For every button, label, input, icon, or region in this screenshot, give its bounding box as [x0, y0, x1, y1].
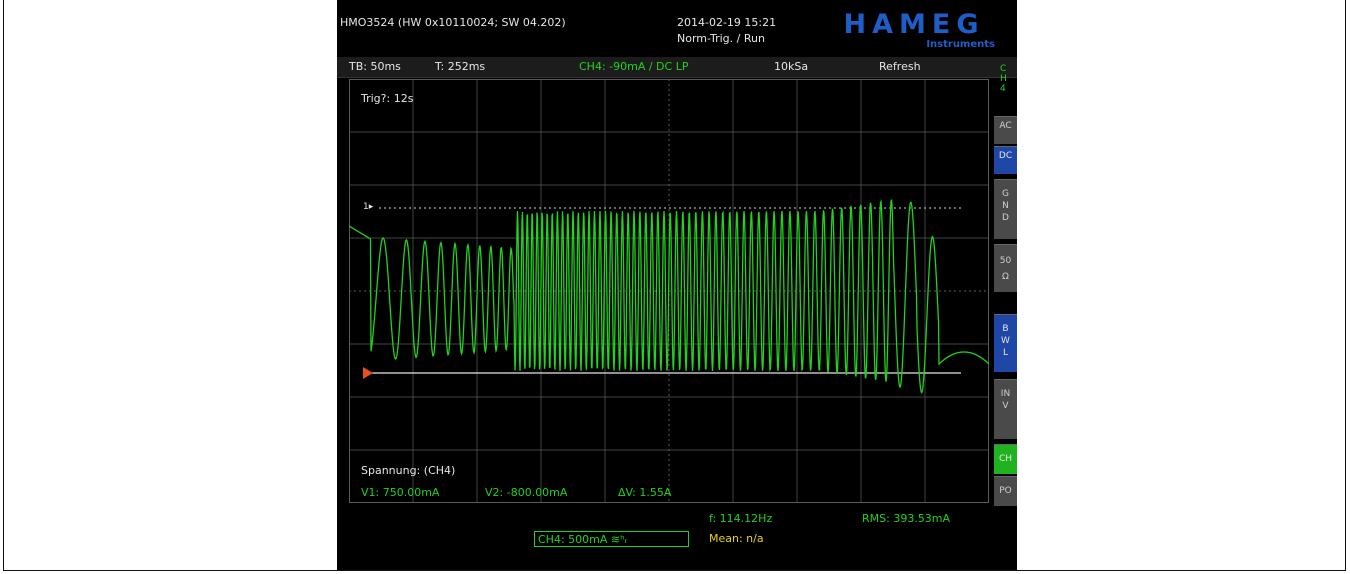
- brand-sub: Instruments: [926, 39, 995, 50]
- side-channel-label: CH4: [1000, 64, 1007, 94]
- status-bar: TB: 50ms T: 252ms CH4: -90mA / DC LP 10k…: [337, 57, 1017, 78]
- reference-marker: 1▸: [363, 202, 374, 212]
- measurement-title: Spannung: (CH4): [361, 464, 456, 477]
- channel-side-menu: CH4 AC DC GND 50Ω BWL INV CH PO: [994, 64, 1017, 524]
- position-button[interactable]: PO: [994, 476, 1017, 506]
- oscilloscope-screen: HMO3524 (HW 0x10110024; SW 04.202) 2014-…: [337, 0, 1017, 570]
- cursor-delta: ΔV: 1.55A: [618, 486, 672, 499]
- termination-50-ohm-button[interactable]: 50Ω: [994, 244, 1017, 292]
- sample-rate[interactable]: 10kSa: [774, 60, 809, 73]
- coupling-gnd-button[interactable]: GND: [994, 179, 1017, 239]
- hameg-logo: HAMEG Instruments: [819, 10, 1009, 52]
- channel-scale: CH4: 500mA ≋ʰᵣ: [538, 533, 628, 546]
- acquisition-mode[interactable]: Refresh: [879, 60, 921, 73]
- page-frame: [3, 0, 1346, 571]
- ch4-waveform-trace: [349, 199, 989, 394]
- device-info: HMO3524 (HW 0x10110024; SW 04.202): [340, 16, 566, 29]
- invert-button[interactable]: INV: [994, 379, 1017, 439]
- channel-scale-box[interactable]: CH4: 500mA ≋ʰᵣ: [534, 531, 689, 547]
- cursor-v1: V1: 750.00mA: [361, 486, 440, 499]
- graticule: [349, 79, 989, 503]
- mean-readout: Mean: n/a: [709, 532, 764, 545]
- channel-setting[interactable]: CH4: -90mA / DC LP: [579, 60, 689, 73]
- trigger-mode: Norm-Trig. / Run: [677, 32, 765, 45]
- cursor-v2: V2: -800.00mA: [485, 486, 568, 499]
- trigger-timer: Trig?: 12s: [361, 92, 414, 105]
- coupling-dc-button[interactable]: DC: [994, 146, 1017, 174]
- trigger-time[interactable]: T: 252ms: [435, 60, 486, 73]
- timebase[interactable]: TB: 50ms: [349, 60, 401, 73]
- datetime: 2014-02-19 15:21: [677, 16, 777, 29]
- brand-name: HAMEG: [843, 9, 985, 40]
- bandwidth-limit-button[interactable]: BWL: [994, 314, 1017, 372]
- frequency-readout: f: 114.12Hz: [709, 512, 773, 525]
- rms-readout: RMS: 393.53mA: [862, 512, 951, 525]
- coupling-ac-button[interactable]: AC: [994, 116, 1017, 144]
- channel-on-button[interactable]: CH: [994, 444, 1017, 474]
- trigger-marker-icon[interactable]: [363, 367, 373, 379]
